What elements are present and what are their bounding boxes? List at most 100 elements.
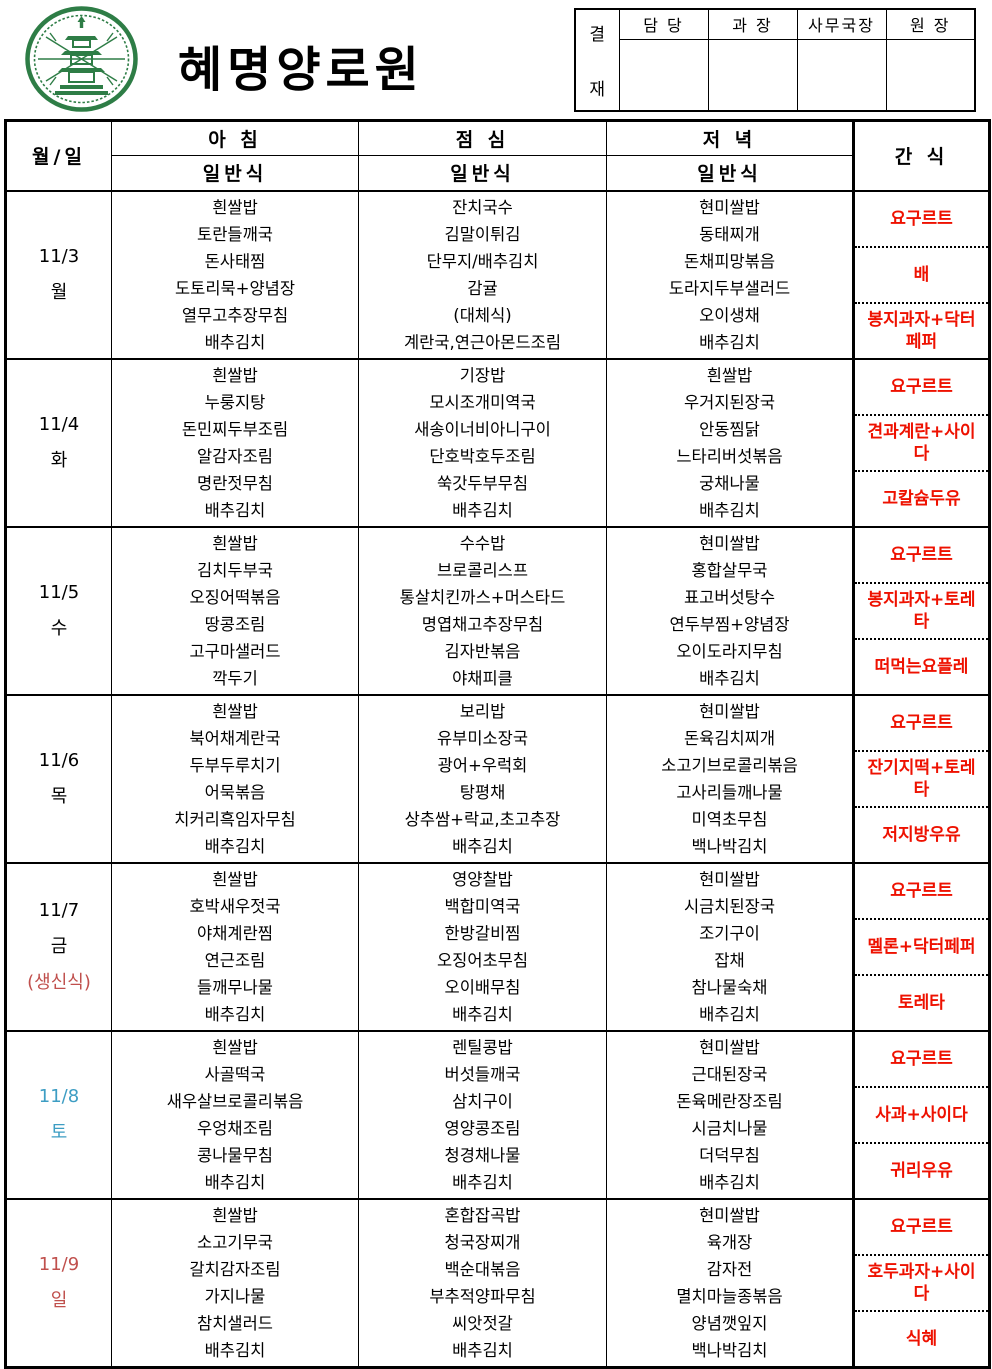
menu-item: 육개장 (706, 1232, 753, 1252)
menu-item: 북어채계란국 (189, 728, 281, 748)
day-row: 11/6 목 흰쌀밥 북어채계란국 두부두루치기 어묵볶음 치커리흑임자무침 배추김치 보리밥 유… (5, 693, 990, 863)
dinner-menu-cell: 현미쌀밥 시금치된장국 조기구이 잡채 참나물숙채 배추김치 (606, 861, 854, 1031)
menu-item: 단무지/배추김치 (426, 251, 539, 271)
snack-cell: 요구르트 잔기지떡+토레타 저지방우유 (852, 693, 990, 863)
menu-item: 감귤 (467, 278, 498, 298)
snack-item: 요구르트 (890, 376, 953, 397)
menu-item: 더덕무침 (699, 1145, 760, 1165)
approval-col-staff: 담 당 (618, 8, 709, 40)
snack-item: 귀리우유 (855, 1141, 988, 1198)
menu-item: 현미쌀밥 (699, 1205, 760, 1225)
col-header-snack: 간 식 (852, 120, 990, 191)
menu-item: 백나박김치 (691, 1340, 768, 1360)
snack-item: 요구르트 (890, 880, 953, 901)
menu-item: 소고기무국 (197, 1232, 273, 1252)
menu-item: 영양콩조림 (444, 1118, 521, 1138)
dinner-menu-cell: 현미쌀밥 홍합살무국 표고버섯탕수 연두부찜+양념장 오이도라지무침 배추김치 (606, 525, 854, 695)
menu-item: 배추김치 (204, 1172, 266, 1192)
day-row: 11/9 일 흰쌀밥 소고기무국 갈치감자조림 가지나물 참치샐러드 배추김치 혼합잡곡밥 청국장… (5, 1197, 990, 1368)
menu-item: 두부두루치기 (189, 755, 281, 775)
col-header-date: 월/일 (5, 120, 112, 191)
menu-item: 토란들깨국 (197, 224, 273, 244)
dinner-menu-cell: 현미쌀밥 동태찌개 돈채피망볶음 도라지두부샐러드 오이생채 배추김치 (606, 189, 854, 359)
menu-item: 콩나물무침 (197, 1145, 273, 1165)
lunch-menu-cell: 영양찰밥 백합미역국 한방갈비찜 오징어초무침 오이배무침 배추김치 (358, 861, 607, 1031)
weekday-label: 토 (50, 1121, 68, 1143)
snack-item: 호두과자+사이다 (855, 1253, 988, 1310)
snack-list: 요구르트 견과계란+사이다 고칼슘두유 (855, 360, 988, 526)
menu-item: 백순대볶음 (444, 1259, 521, 1279)
menu-item: 미역초무침 (691, 809, 768, 829)
breakfast-menu-cell: 흰쌀밥 북어채계란국 두부두루치기 어묵볶음 치커리흑임자무침 배추김치 (111, 693, 359, 863)
menu-item: 흰쌀밥 (212, 197, 258, 217)
lunch-menu-cell: 렌틸콩밥 버섯들깨국 삼치구이 영양콩조림 청경채나물 배추김치 (358, 1029, 607, 1199)
snack-item: 요구르트 (890, 1048, 953, 1069)
menu-item: 단호박호두조림 (429, 446, 536, 466)
date-label: 11/6 (38, 749, 80, 771)
approval-col-director: 원 장 (885, 8, 976, 40)
menu-item: 도라지두부샐러드 (668, 278, 791, 298)
approval-signature-cell (885, 38, 976, 112)
dinner-menu-cell: 현미쌀밥 근대된장국 돈육메란장조림 시금치나물 더덕무침 배추김치 (606, 1029, 854, 1199)
col-header-breakfast: 아 침 (111, 120, 359, 156)
snack-list: 요구르트 배 봉지과자+닥터페퍼 (855, 192, 988, 358)
date-label: 11/5 (38, 581, 80, 603)
menu-item: 배추김치 (204, 332, 266, 352)
date-cell: 11/6 목 (5, 693, 112, 863)
menu-item: 영양찰밥 (452, 869, 513, 889)
menu-item: 참치샐러드 (197, 1313, 273, 1333)
menu-item: 오이생채 (699, 305, 760, 325)
menu-item: 쑥갓두부무침 (436, 473, 529, 493)
lunch-menu-cell: 혼합잡곡밥 청국장찌개 백순대볶음 부추적양파무침 씨앗젓갈 배추김치 (358, 1197, 607, 1368)
menu-item: 상추쌈+락교,초고추장 (404, 809, 561, 829)
snack-item: 요구르트 (890, 544, 953, 565)
menu-item: 명엽채고추장무침 (421, 614, 544, 634)
date-cell: 11/7 금 (생신식) (5, 861, 112, 1031)
lunch-menu-cell: 수수밥 브로콜리스프 통살치킨까스+머스타드 명엽채고추장무침 김자반볶음 야채피클 (358, 525, 607, 695)
menu-item: 잡채 (714, 950, 745, 970)
col-subheader-lunch: 일반식 (358, 155, 607, 191)
breakfast-menu-cell: 흰쌀밥 호박새우젓국 야채계란찜 연근조림 들깨무나물 배추김치 (111, 861, 359, 1031)
lunch-menu-cell: 보리밥 유부미소장국 광어+우럭회 탕평채 상추쌈+락교,초고추장 배추김치 (358, 693, 607, 863)
menu-item: 우엉채조림 (197, 1118, 273, 1138)
day-row: 11/5 수 흰쌀밥 김치두부국 오징어떡볶음 땅콩조림 고구마샐러드 깍두기 수수밥 브로콜리스… (5, 525, 990, 695)
lunch-menu-cell: 기장밥 모시조개미역국 새송이너비아니구이 단호박호두조림 쑥갓두부무침 배추김치 (358, 357, 607, 527)
menu-item: 우거지된장국 (683, 392, 776, 412)
dinner-menu-cell: 흰쌀밥 우거지된장국 안동찜닭 느타리버섯볶음 궁채나물 배추김치 (606, 357, 854, 527)
weekday-label: 목 (50, 785, 68, 807)
menu-item: 배추김치 (204, 836, 266, 856)
snack-cell: 요구르트 배 봉지과자+닥터페퍼 (852, 189, 990, 359)
menu-item: 김치두부국 (197, 560, 273, 580)
menu-item: 흰쌀밥 (212, 1037, 258, 1057)
snack-item: 요구르트 (890, 712, 953, 733)
date-cell: 11/3 월 (5, 189, 112, 359)
menu-item: 배추김치 (699, 500, 760, 520)
facility-title: 혜명양로원 (178, 42, 424, 98)
menu-item: 버섯들깨국 (444, 1064, 521, 1084)
approval-col-manager: 과 장 (707, 8, 798, 40)
menu-item: 멸치마늘종볶음 (676, 1286, 783, 1306)
menu-item: 동태찌개 (699, 224, 760, 244)
menu-item: (대체식) (453, 305, 512, 325)
menu-item: 배추김치 (699, 668, 760, 688)
snack-item: 잔기지떡+토레타 (855, 749, 988, 806)
menu-item: 소고기브로콜리볶음 (661, 755, 798, 775)
snack-item: 사과+사이다 (855, 1085, 988, 1142)
weekly-menu-table: 월/일 아 침 점 심 저 녁 간 식 일반식 일반식 일반식 11/3 월 흰쌀밥… (4, 119, 991, 1369)
menu-item: 가지나물 (204, 1286, 266, 1306)
snack-item: 봉지과자+닥터페퍼 (855, 301, 988, 358)
menu-item: 사골떡국 (204, 1064, 266, 1084)
menu-item: 연근조림 (204, 950, 266, 970)
pagoda-seal-icon (25, 6, 138, 112)
menu-item: 조기구이 (699, 923, 760, 943)
menu-item: 배추김치 (204, 1340, 266, 1360)
menu-item: 렌틸콩밥 (452, 1037, 513, 1057)
menu-item: 탕평채 (459, 782, 506, 802)
snack-list: 요구르트 호두과자+사이다 식혜 (855, 1200, 988, 1366)
snack-cell: 요구르트 멜론+닥터페퍼 토레타 (852, 861, 990, 1031)
approval-label-bottom: 재 (589, 80, 606, 100)
menu-item: 호박새우젓국 (189, 896, 281, 916)
snack-list: 요구르트 봉지과자+토레타 떠먹는요플레 (855, 528, 988, 694)
